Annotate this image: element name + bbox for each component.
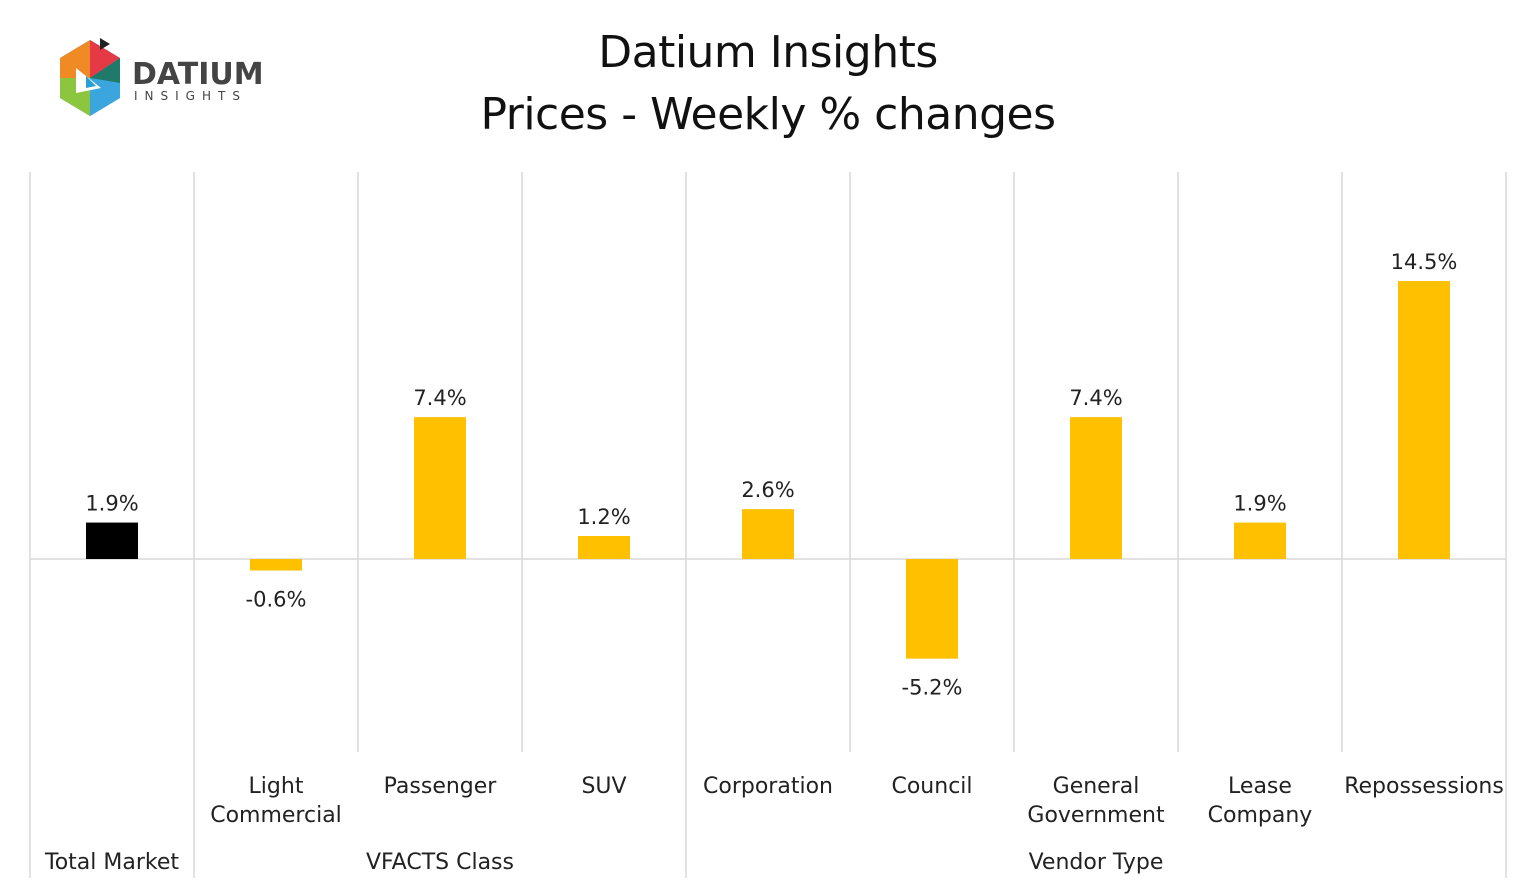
category-label-1: Commercial [210,803,342,828]
bar-5 [906,559,958,659]
data-label-3: 1.2% [577,505,630,529]
category-label-6: General [1053,774,1140,799]
data-label-2: 7.4% [413,386,466,410]
bar-0 [86,522,138,559]
datium-logo: DATIUM INSIGHTS [56,38,266,127]
category-label-7: Company [1208,803,1313,828]
group-label-0: Total Market [44,850,179,875]
bar-4 [742,509,794,559]
chart-title-line-2: Prices - Weekly % changes [480,89,1056,140]
category-label-1: Light [249,774,304,799]
category-label-6: Government [1027,803,1165,828]
group-label-2: Vendor Type [1029,850,1164,875]
bar-3 [578,535,630,559]
logo-hexagon-icon: DATIUM INSIGHTS [60,38,264,116]
category-label-5: Council [891,774,972,799]
data-label-7: 1.9% [1233,492,1286,516]
chart-title: Datium Insights Prices - Weekly % change… [0,22,1536,146]
data-label-6: 7.4% [1069,386,1122,410]
data-label-4: 2.6% [741,478,794,502]
category-label-7: Lease [1228,774,1292,799]
bar-7 [1234,522,1286,559]
category-label-8: Repossessions [1344,774,1504,799]
group-label-1: VFACTS Class [366,850,514,875]
data-label-1: -0.6% [246,588,307,612]
logo-sub-text: INSIGHTS [134,89,247,103]
category-label-2: Passenger [384,774,498,799]
data-label-8: 14.5% [1391,250,1458,274]
bar-1 [250,559,302,571]
category-label-3: SUV [581,774,626,799]
data-label-5: -5.2% [902,676,963,700]
bar-2 [414,417,466,559]
bar-8 [1398,281,1450,559]
data-label-0: 1.9% [85,492,138,516]
category-label-4: Corporation [703,774,833,799]
logo-brand-text: DATIUM [132,57,264,92]
bar-6 [1070,417,1122,559]
chart-title-line-1: Datium Insights [598,27,938,78]
